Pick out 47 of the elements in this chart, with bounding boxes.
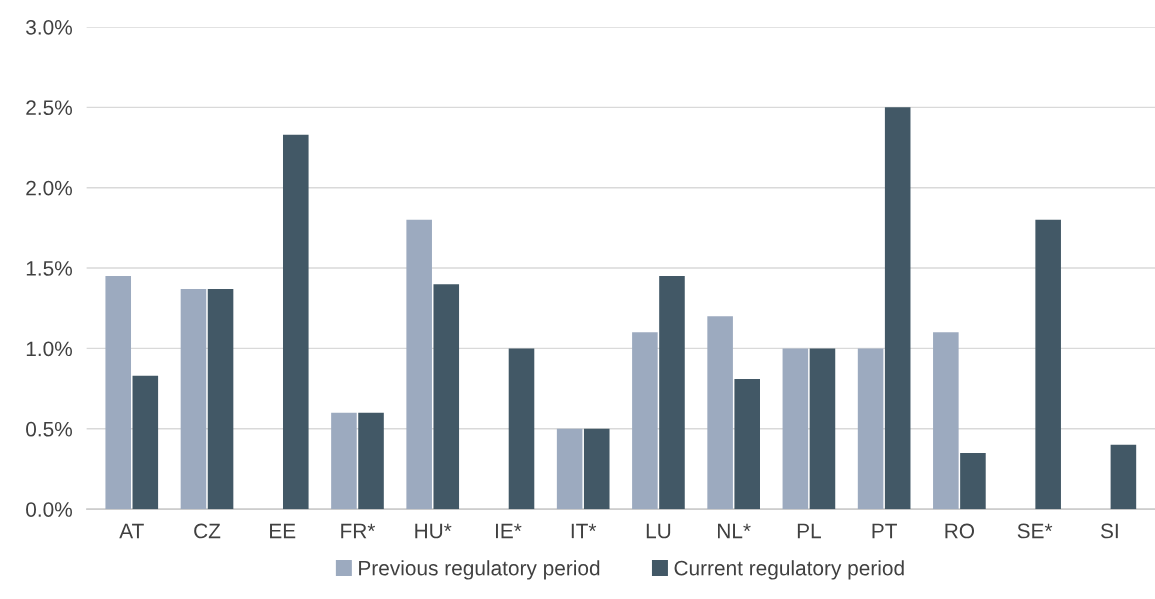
- bar: [556, 428, 583, 510]
- x-tick-label: EE: [270, 523, 296, 539]
- x-tick-label: CZ: [194, 523, 221, 539]
- bar: [734, 378, 760, 510]
- x-tick-label: FR*: [341, 523, 376, 539]
- bar: [433, 284, 460, 510]
- bar: [960, 452, 986, 510]
- bar: [1035, 219, 1061, 510]
- bar: [105, 276, 132, 510]
- bar: [583, 428, 610, 510]
- bar: [884, 107, 911, 510]
- y-tick-label: 0.0%: [26, 502, 72, 517]
- y-tick-label: 3.0%: [26, 19, 72, 35]
- x-tick-label: IT*: [571, 523, 597, 539]
- y-tick-label: 2.0%: [26, 180, 72, 196]
- bar: [632, 332, 658, 510]
- bar: [933, 332, 959, 510]
- x-tick-label: HU*: [415, 523, 452, 539]
- bar: [132, 375, 159, 510]
- bar: [1110, 444, 1137, 510]
- bar: [782, 348, 809, 510]
- bar: [659, 276, 685, 510]
- y-tick-label: 2.5%: [26, 100, 72, 116]
- legend-label: Current regulatory period: [674, 560, 904, 580]
- bar: [180, 288, 207, 510]
- x-tick-label: AT: [119, 523, 144, 539]
- bar: [358, 412, 384, 510]
- bar: [508, 348, 535, 510]
- x-tick-label: SI: [1100, 523, 1118, 539]
- legend-label: Previous regulatory period: [359, 560, 600, 580]
- x-tick-label: LU: [646, 523, 671, 539]
- x-tick-label: NL*: [718, 523, 751, 539]
- y-tick-label: 1.0%: [26, 341, 72, 357]
- y-tick-label: 0.5%: [26, 421, 72, 437]
- bar: [331, 412, 357, 510]
- x-tick-label: SE*: [1017, 523, 1053, 539]
- x-tick-label: PL: [797, 523, 821, 539]
- bar: [207, 288, 234, 510]
- x-tick-label: RO: [945, 523, 975, 539]
- x-tick-label: IE*: [495, 523, 522, 539]
- y-tick-label: 1.5%: [26, 261, 72, 276]
- bar: [857, 348, 884, 510]
- x-tick-label: PT: [872, 523, 897, 539]
- bar: [707, 316, 733, 510]
- bar: [283, 134, 309, 510]
- bar: [809, 348, 836, 510]
- bar: [406, 219, 432, 510]
